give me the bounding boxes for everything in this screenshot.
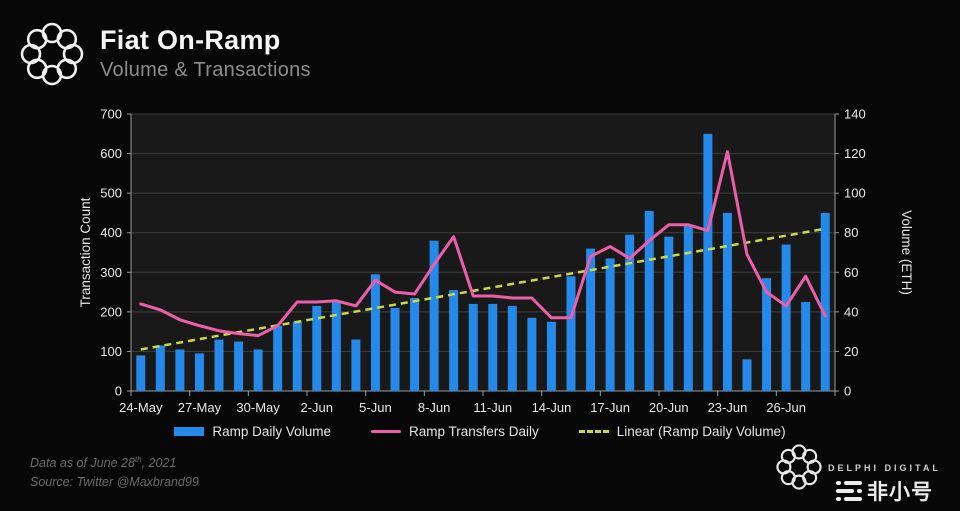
x-axis-tick: 8-Jun — [418, 400, 451, 415]
watermark-bars-icon — [836, 481, 862, 501]
bar-24-May — [136, 355, 146, 391]
bar-7-Jun — [410, 298, 420, 391]
left-axis-title: Transaction Count — [78, 197, 93, 307]
legend-label: Linear (Ramp Daily Volume) — [616, 424, 786, 439]
right-axis-tick: 20 — [844, 344, 858, 359]
page-subtitle: Volume & Transactions — [100, 58, 311, 81]
left-axis-tick: 600 — [100, 146, 122, 161]
right-axis-tick: 80 — [844, 225, 858, 240]
x-axis-tick: 23-Jun — [708, 400, 748, 415]
bar-3-Jun — [331, 301, 341, 391]
series-ramp-daily-volume — [136, 133, 830, 391]
trendline — [140, 227, 826, 351]
legend-item-trend: Linear (Ramp Daily Volume) — [578, 424, 786, 439]
left-axis-tick: 300 — [100, 265, 122, 280]
delphi-wordmark: DELPHI DIGITAL — [828, 463, 941, 473]
right-axis-title: Volume (ETH) — [899, 210, 914, 295]
bar-16-Jun — [586, 248, 596, 391]
x-axis-tick: 2-Jun — [301, 400, 334, 415]
chart-canvas: 0 100 200 300 400 500 600 700 0 20 40 60 80 100 120 140… — [78, 107, 914, 416]
bar-15-Jun — [566, 276, 576, 391]
x-axis: 24-May 27-May 30-May 2-Jun 5-Jun 8-Jun 11-Jun 1… — [119, 391, 836, 415]
bar-13-Jun — [527, 317, 537, 391]
x-axis-tick: 20-Jun — [649, 400, 689, 415]
left-axis-tick: 0 — [115, 384, 122, 399]
bar-19-Jun — [644, 210, 654, 391]
right-axis-tick: 0 — [844, 384, 851, 399]
data-as-of-line: Data as of June 28th, 2021 — [30, 455, 177, 471]
x-axis-tick: 27-May — [178, 400, 222, 415]
branding: DELPHI DIGITAL 非小号 — [776, 442, 946, 508]
delphi-logo-icon — [20, 22, 84, 86]
x-axis-tick: 30-May — [236, 400, 280, 415]
bar-2-Jun — [312, 305, 322, 391]
x-axis-tick: 17-Jun — [590, 400, 630, 415]
bar-29-May — [234, 341, 244, 391]
series-ramp-transfers-daily — [139, 150, 827, 338]
bar-31-May — [273, 325, 283, 391]
bar-9-Jun — [449, 290, 459, 391]
bar-25-May — [155, 345, 165, 391]
bar-17-Jun — [605, 258, 615, 391]
bar-26-May — [175, 349, 185, 391]
bar-28-Jun — [820, 212, 830, 391]
bar-28-May — [214, 339, 224, 391]
delphi-logo-icon-small — [776, 444, 822, 490]
page-title: Fiat On-Ramp — [100, 25, 281, 56]
right-axis-tick: 120 — [844, 146, 866, 161]
bar-11-Jun — [488, 303, 498, 391]
x-axis-tick: 24-May — [119, 400, 163, 415]
bar-5-Jun — [370, 274, 380, 391]
header: Fiat On-Ramp Volume & Transactions — [20, 22, 311, 86]
right-axis-tick: 100 — [844, 186, 866, 201]
plot-area — [131, 114, 835, 391]
watermark-text: 非小号 — [867, 481, 933, 504]
bar-27-May — [194, 353, 204, 391]
left-axis-tick: 100 — [100, 344, 122, 359]
right-axis-tick: 40 — [844, 304, 858, 319]
bar-21-Jun — [683, 224, 693, 391]
right-axis-tick: 60 — [844, 265, 858, 280]
watermark: 非小号 — [836, 476, 933, 506]
left-axis-tick: 500 — [100, 186, 122, 201]
x-axis-tick: 26-Jun — [766, 400, 806, 415]
legend-swatch-line — [370, 430, 401, 433]
bar-27-Jun — [801, 301, 811, 391]
bar-14-Jun — [546, 321, 556, 391]
bar-22-Jun — [703, 133, 713, 391]
source-note: Data as of June 28th, 2021 Source: Twitt… — [30, 454, 199, 492]
chart-legend: Ramp Daily Volume Ramp Transfers Daily L… — [0, 424, 960, 439]
bar-1-Jun — [292, 321, 302, 391]
source-line: Source: Twitter @Maxbrand99 — [30, 474, 199, 489]
legend-label: Ramp Daily Volume — [212, 424, 331, 439]
x-axis-tick: 5-Jun — [359, 400, 392, 415]
bar-6-Jun — [390, 307, 400, 391]
title-block: Fiat On-Ramp Volume & Transactions — [100, 25, 311, 82]
bar-23-Jun — [722, 212, 732, 391]
right-axis-tick: 140 — [844, 107, 866, 122]
bar-26-Jun — [781, 244, 791, 391]
x-axis-tick: 14-Jun — [532, 400, 572, 415]
bar-12-Jun — [507, 305, 517, 391]
legend-swatch-bar — [174, 427, 205, 436]
bar-24-Jun — [742, 359, 752, 391]
x-axis-tick: 11-Jun — [473, 400, 512, 415]
legend-swatch-dashed-line — [578, 430, 609, 433]
bar-4-Jun — [351, 339, 361, 391]
bar-10-Jun — [468, 303, 478, 391]
legend-label: Ramp Transfers Daily — [408, 424, 539, 439]
left-axis-tick: 200 — [100, 304, 122, 319]
legend-item-transfers: Ramp Transfers Daily — [370, 424, 539, 439]
bar-20-Jun — [664, 236, 674, 391]
bar-8-Jun — [429, 240, 439, 391]
left-axis-tick: 700 — [100, 107, 122, 122]
left-axis-tick: 400 — [100, 225, 122, 240]
bar-25-Jun — [762, 278, 772, 391]
legend-item-volume: Ramp Daily Volume — [174, 424, 331, 439]
bar-30-May — [253, 349, 263, 391]
bar-18-Jun — [625, 234, 635, 391]
